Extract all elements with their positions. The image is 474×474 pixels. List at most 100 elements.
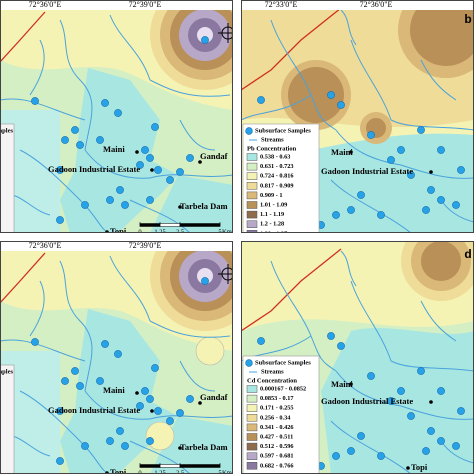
sample-point [422,447,430,455]
legend-sample-symbol [245,359,253,367]
sample-point [427,186,435,194]
sample-point [337,101,345,109]
sample-point [116,427,124,435]
sample-point [136,161,144,169]
legend-text: 0.427 - 0.511 [260,433,293,440]
boundary [0,11,46,63]
map-panel: 72°36'0"E 72°39'0"E Maini Gadoon Industrial… [0,241,233,474]
longitude-label: 72°36'0"E [360,0,393,9]
legend-swatch [246,191,258,200]
legend-text: 0.0853 - 0.17 [260,395,294,402]
north-arrow [218,23,233,43]
stream [335,370,402,407]
sample-point [347,206,355,214]
sample-point [166,176,174,184]
stream [129,440,191,474]
legend-swatch [246,153,258,161]
panel-label: d [464,247,471,261]
sample-point [457,166,465,174]
scale-label: 5 [218,228,221,235]
scale-segment [179,223,221,227]
sample-point [176,168,184,176]
north-arrow [218,264,233,284]
sample-point [452,201,460,209]
scale-unit: Km [222,469,232,474]
sample-point [151,364,159,372]
scale-segment [159,223,181,227]
boundary [241,7,342,91]
legend-text: 0.000167 - 0.0852 [260,385,306,392]
sample-point [146,154,154,162]
place-label: Maini [103,385,125,395]
place-marker [150,409,154,413]
place-label: Tarbela Dam [180,442,228,452]
legend-swatch [246,201,258,209]
map-panel: 72°33'0"E 72°36'0"E b Maini Gadoon Industria… [241,0,474,233]
legend-swatch [246,220,258,228]
legend-text: 0.256 - 0.34 [260,414,291,421]
legend-text: 0.682 - 0.766 [260,462,294,469]
sample-point [101,340,109,348]
boundary [0,252,46,304]
sample-point [121,201,129,209]
hotspot [195,336,225,366]
legend-box [0,123,15,233]
sample-point [417,367,425,375]
header-strip [241,0,474,10]
sample-point [387,397,395,405]
legend-text: Subsurface Samples [255,127,311,134]
sample-point [101,99,109,107]
sample-point [141,387,149,395]
sample-point [377,211,385,219]
legend-swatch [246,414,258,422]
sample-point [114,350,122,358]
place-label: Tarbela Dam [180,201,228,211]
stream [330,179,412,233]
zone [301,133,474,233]
sample-point [61,136,69,144]
legend-swatch [246,462,258,470]
sample-point [201,277,209,285]
stream [149,320,231,338]
sample-point [437,387,445,395]
sample-point [81,201,89,209]
place-label: Gadoon Industrial Estate [321,396,413,406]
sample-point [437,146,445,154]
place-marker [198,401,202,405]
sample-point [452,442,460,450]
legend-swatch [246,182,258,190]
hotspot [145,421,175,451]
sample-point [337,342,345,350]
place-marker [178,446,182,450]
place-label: Topi [110,467,127,474]
place-marker [349,150,353,154]
legend-text: 1.1 - 1.19 [260,211,284,218]
stream [420,59,457,101]
place-marker [198,160,202,164]
sample-point [357,191,365,199]
sample-point [327,332,335,340]
sample-point [56,457,64,465]
legend-swatch [246,210,258,219]
sample-point [141,146,149,154]
sample-point [367,372,375,380]
sample-point [56,216,64,224]
place-marker [135,150,139,154]
stream [241,94,312,121]
stream [179,360,216,392]
sample-point [81,442,89,450]
sample-point [387,156,395,164]
longitude-label: 72°36'0"E [29,0,62,9]
stream [270,19,337,131]
legend-text: 0.512 - 0.596 [260,443,294,450]
scale-label: 1.25 [154,469,165,474]
sample-point [332,452,340,460]
sample-point [257,337,265,345]
boundary [241,248,342,332]
sample-point [136,402,144,410]
longitude-label: 72°39'0"E [129,0,162,9]
stream [19,149,111,233]
sample-point [96,377,104,385]
sample-point [417,126,425,134]
stream [340,9,357,46]
